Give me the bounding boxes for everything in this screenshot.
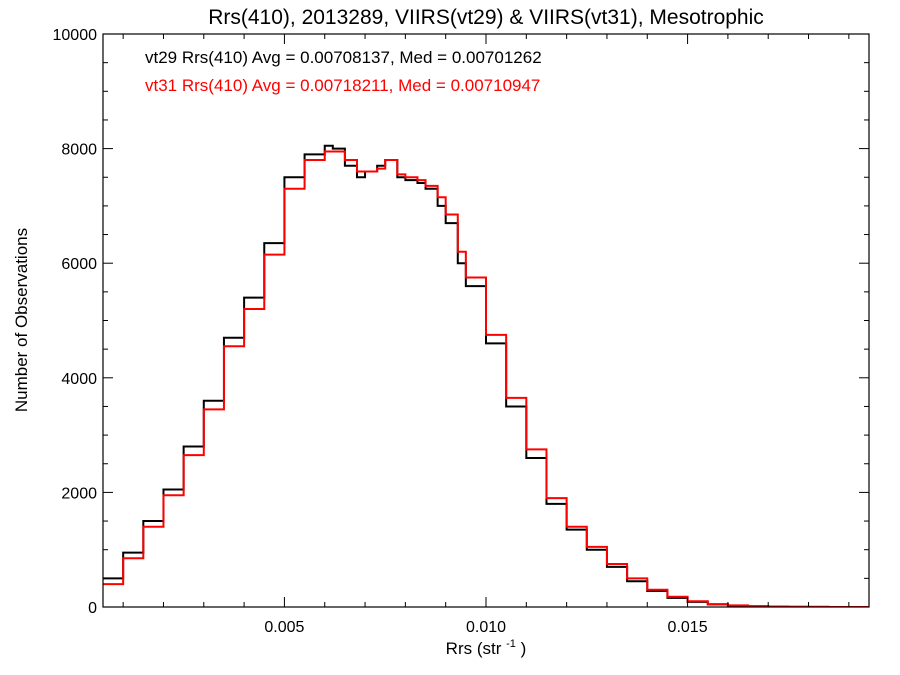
- x-tick-label: 0.005: [264, 619, 304, 636]
- series-line-1: [103, 150, 869, 607]
- chart-title: Rrs(410), 2013289, VIIRS(vt29) & VIIRS(v…: [208, 6, 764, 29]
- x-axis-label-base: Rrs (str: [446, 639, 502, 658]
- annotation-vt29-stats: vt29 Rrs(410) Avg = 0.00708137, Med = 0.…: [145, 48, 542, 67]
- x-axis-label-close: ): [521, 639, 527, 658]
- series-layer: [103, 144, 869, 607]
- x-axis-label-superscript: -1: [506, 638, 516, 650]
- annotation-vt31-stats: vt31 Rrs(410) Avg = 0.00718211, Med = 0.…: [145, 76, 540, 95]
- x-tick-label: 0.015: [668, 619, 708, 636]
- y-tick-label: 2000: [61, 485, 97, 502]
- x-axis: 0.005 0.010 0.015: [122, 34, 850, 636]
- x-axis-label: Rrs (str -1 ): [446, 632, 527, 658]
- y-tick-label: 6000: [61, 256, 97, 273]
- y-axis-label: Number of Observations: [12, 228, 31, 412]
- y-axis: 0 2000 4000 6000 8000 10000: [53, 27, 869, 617]
- series-line-0: [103, 144, 869, 607]
- y-tick-label: 4000: [61, 371, 97, 388]
- y-tick-label: 8000: [61, 142, 97, 159]
- x-tick-label: 0.010: [466, 619, 506, 636]
- y-tick-label: 10000: [53, 27, 98, 44]
- y-tick-label: 0: [88, 600, 97, 617]
